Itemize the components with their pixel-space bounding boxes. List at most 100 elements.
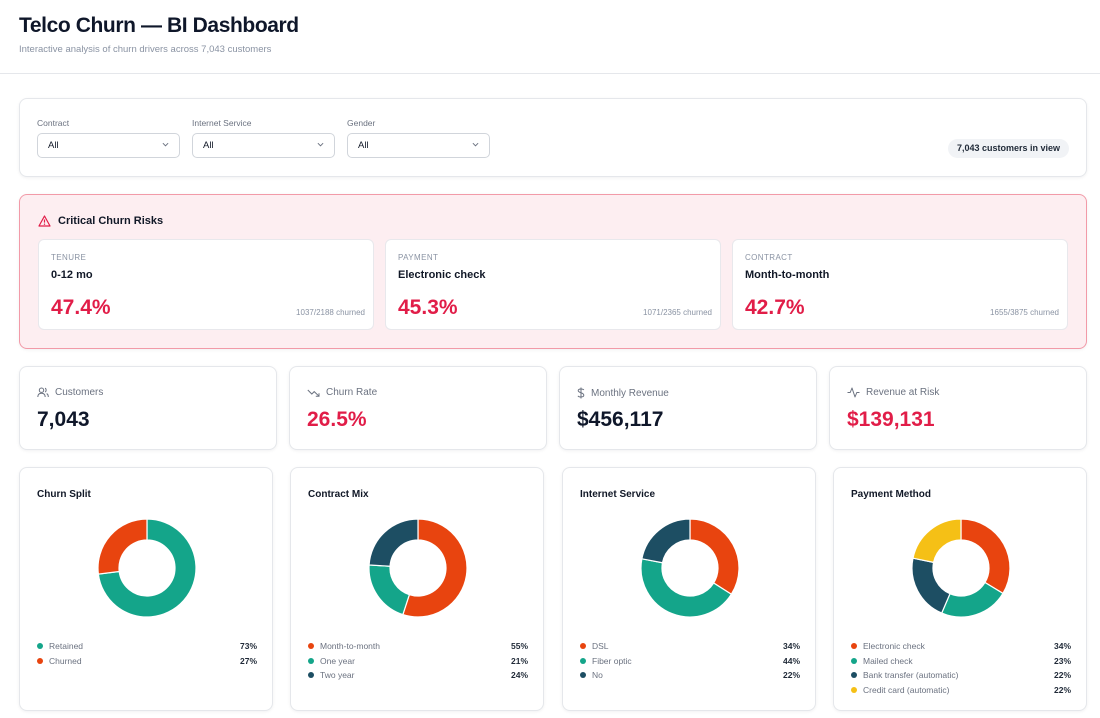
gender-filter-select[interactable]: All	[347, 133, 490, 158]
page-title: Telco Churn — BI Dashboard	[19, 14, 299, 37]
legend-item: One year 21%	[308, 654, 528, 669]
chart-legend: Electronic check 34% Mailed check 23% Ba…	[851, 639, 1071, 697]
contract-filter-value: All	[48, 140, 59, 151]
dollar-icon	[577, 387, 585, 399]
legend-swatch	[851, 657, 857, 664]
page-header: Telco Churn — BI Dashboard Interactive a…	[0, 0, 1100, 74]
legend-value: 55%	[510, 641, 528, 652]
kpi-label: Customers	[55, 387, 104, 398]
legend-value: 34%	[782, 641, 800, 652]
page-subtitle: Interactive analysis of churn drivers ac…	[19, 44, 272, 55]
legend-label: Two year	[320, 670, 355, 681]
risk-card-payment: PAYMENT Electronic check 45.3% 1071/2365…	[385, 239, 721, 330]
legend-swatch	[580, 672, 586, 679]
risk-churn-rate: 47.4%	[51, 296, 111, 319]
legend-item: Two year 24%	[308, 668, 528, 683]
donut-slice-bank-transfer-automatic	[911, 557, 951, 614]
legend-value: 24%	[510, 670, 528, 681]
contract-filter-select[interactable]: All	[37, 133, 180, 158]
activity-icon	[847, 387, 860, 398]
legend-value: 34%	[1053, 641, 1071, 652]
kpi-customers: Customers 7,043	[19, 366, 277, 450]
contract-mix-donut	[368, 518, 468, 618]
payment-method-donut	[911, 518, 1011, 618]
legend-swatch	[308, 672, 314, 679]
legend-value: 23%	[1053, 655, 1071, 666]
internet-service-donut	[640, 518, 740, 618]
chart-title: Contract Mix	[308, 489, 369, 500]
chart-title: Payment Method	[851, 489, 932, 500]
legend-label: Bank transfer (automatic)	[863, 670, 959, 681]
risk-segment: Electronic check	[398, 269, 486, 281]
legend-swatch	[580, 657, 586, 664]
legend-item: Churned 27%	[37, 654, 257, 669]
payment-method-card: Payment Method Electronic check 34% Mail…	[833, 467, 1087, 711]
critical-risks-header: Critical Churn Risks	[38, 215, 163, 227]
legend-item: Retained 73%	[37, 639, 257, 654]
internet-filter-label: Internet Service	[192, 118, 252, 128]
legend-item: DSL 34%	[580, 639, 800, 654]
risk-category: TENURE	[51, 253, 87, 262]
legend-label: Retained	[49, 641, 84, 652]
legend-swatch	[308, 657, 314, 664]
kpi-revenue-at-risk: Revenue at Risk $139,131	[829, 366, 1087, 450]
legend-label: Month-to-month	[320, 641, 380, 652]
legend-value: 22%	[1053, 670, 1071, 681]
legend-item: Mailed check 23%	[851, 654, 1071, 669]
legend-swatch	[37, 643, 43, 650]
legend-swatch	[308, 643, 314, 650]
chevron-down-icon	[162, 142, 169, 147]
legend-value: 73%	[239, 641, 257, 652]
chart-legend: Month-to-month 55% One year 21% Two year…	[308, 639, 528, 683]
kpi-value: 26.5%	[307, 408, 367, 431]
critical-risks-panel: Critical Churn Risks TENURE 0-12 mo 47.4…	[19, 194, 1087, 349]
donut-slice-month-to-month	[402, 518, 468, 618]
kpi-label: Revenue at Risk	[866, 387, 940, 398]
legend-label: No	[592, 670, 603, 681]
legend-swatch	[851, 643, 857, 650]
donut-slice-two-year	[368, 518, 419, 567]
chevron-down-icon	[472, 142, 479, 147]
legend-item: Credit card (automatic) 22%	[851, 683, 1071, 698]
filter-bar: Contract All Internet Service All Gender…	[19, 98, 1087, 177]
risk-churned-ratio: 1071/2365 churned	[643, 308, 712, 317]
risk-category: CONTRACT	[745, 253, 793, 262]
legend-swatch	[851, 672, 857, 679]
kpi-label: Monthly Revenue	[591, 387, 669, 399]
legend-swatch	[851, 686, 857, 693]
legend-item: Electronic check 34%	[851, 639, 1071, 654]
legend-label: Mailed check	[863, 655, 913, 666]
chart-legend: DSL 34% Fiber optic 44% No 22%	[580, 639, 800, 683]
critical-risks-title: Critical Churn Risks	[58, 215, 164, 227]
legend-item: Bank transfer (automatic) 22%	[851, 668, 1071, 683]
internet-filter-select[interactable]: All	[192, 133, 335, 158]
churn-split-card: Churn Split Retained 73% Churned 27%	[19, 467, 273, 711]
donut-slice-credit-card-automatic	[912, 518, 962, 564]
legend-value: 44%	[782, 655, 800, 666]
internet-filter-value: All	[203, 140, 214, 151]
legend-value: 21%	[510, 655, 528, 666]
legend-item: No 22%	[580, 668, 800, 683]
legend-label: Churned	[49, 655, 82, 666]
risk-churn-rate: 45.3%	[398, 296, 458, 319]
churn-split-donut	[97, 518, 197, 618]
contract-mix-card: Contract Mix Month-to-month 55% One year…	[290, 467, 544, 711]
chart-legend: Retained 73% Churned 27%	[37, 639, 257, 668]
contract-filter-label: Contract	[37, 118, 70, 128]
warning-icon	[38, 215, 51, 227]
gender-filter-value: All	[358, 140, 369, 151]
risk-churned-ratio: 1037/2188 churned	[296, 308, 365, 317]
users-icon	[37, 387, 49, 398]
risk-card-tenure: TENURE 0-12 mo 47.4% 1037/2188 churned	[38, 239, 374, 330]
legend-item: Month-to-month 55%	[308, 639, 528, 654]
legend-label: One year	[320, 655, 355, 666]
chevron-down-icon	[317, 142, 324, 147]
legend-value: 27%	[239, 655, 257, 666]
donut-slice-fiber-optic	[640, 558, 733, 618]
kpi-value: $456,117	[577, 408, 664, 431]
risk-churn-rate: 42.7%	[745, 296, 805, 319]
legend-swatch	[37, 657, 43, 664]
kpi-value: $139,131	[847, 408, 935, 431]
legend-label: Electronic check	[863, 641, 925, 652]
customer-count-badge: 7,043 customers in view	[947, 139, 1069, 158]
